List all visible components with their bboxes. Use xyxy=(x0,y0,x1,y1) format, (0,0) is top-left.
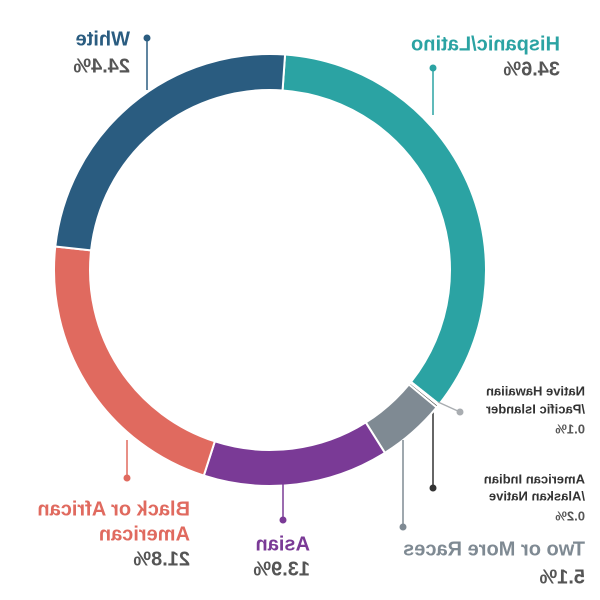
value-label: 24.4% xyxy=(73,55,130,77)
segment-label: Asian xyxy=(256,533,310,555)
value-label: 5.1% xyxy=(539,566,585,588)
leader-dot xyxy=(429,64,437,72)
segment-label: American Indian xyxy=(484,471,585,486)
segment-label: American xyxy=(99,523,190,545)
value-label: 0.2% xyxy=(555,508,585,523)
segment-label: Black or African xyxy=(37,498,190,520)
segment-label: Native Hawaiian xyxy=(486,383,585,398)
value-label: 0.1% xyxy=(555,421,585,436)
leader-line xyxy=(437,401,461,413)
leader-dot xyxy=(399,523,407,531)
donut-segment xyxy=(54,53,287,252)
leader-dot xyxy=(279,516,287,524)
segment-label: White xyxy=(76,28,130,50)
segment-label: /Pacific Islander xyxy=(486,401,585,416)
leader-dot xyxy=(429,484,437,492)
donut-segment xyxy=(281,53,487,406)
donut-segment xyxy=(202,421,387,487)
segment-label: Two or More Races xyxy=(403,538,585,560)
value-label: 13.9% xyxy=(253,558,310,580)
value-label: 21.8% xyxy=(133,548,190,570)
mirrored-chart: Hispanic/Latino 34.6% Native Hawaiian/Paci… xyxy=(37,28,585,588)
leader-dot xyxy=(143,34,151,42)
segment-label: Hispanic/Latino xyxy=(411,33,560,55)
leader-dot xyxy=(123,474,131,482)
leader-dot xyxy=(456,408,464,416)
value-label: 34.6% xyxy=(503,58,560,80)
segment-label: /Alaskan Native xyxy=(489,488,585,503)
donut-segment xyxy=(53,245,217,477)
